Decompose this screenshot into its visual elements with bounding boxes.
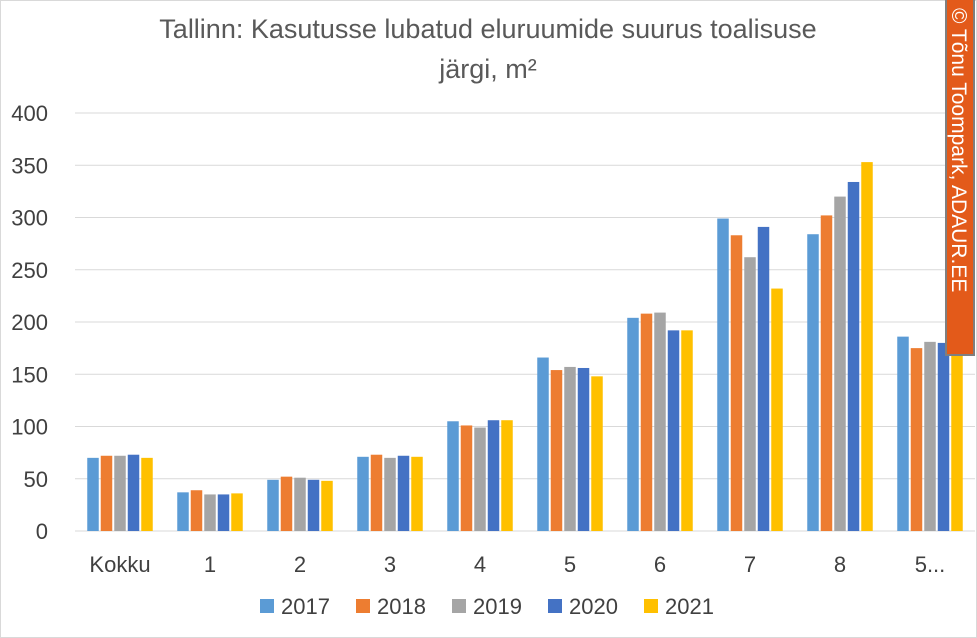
legend-label: 2018 bbox=[377, 594, 426, 619]
y-tick-label: 300 bbox=[11, 206, 48, 231]
bar-2017-8 bbox=[807, 234, 819, 531]
bar-2018-5... bbox=[910, 348, 923, 531]
legend-swatch bbox=[452, 599, 466, 613]
bar-2021-4 bbox=[501, 420, 513, 531]
x-tick-label: 6 bbox=[654, 552, 666, 577]
x-axis-tick-labels: Kokku 1 2 3 4 5 6 7 8 5... bbox=[89, 552, 945, 577]
x-tick-label: 1 bbox=[204, 552, 216, 577]
bar-2020-Kokku bbox=[127, 454, 140, 531]
bar-2018-5 bbox=[550, 370, 563, 531]
bar-2017-Kokku bbox=[87, 457, 99, 531]
legend-swatch bbox=[356, 599, 370, 613]
watermark-background bbox=[947, 0, 973, 354]
legend-label: 2017 bbox=[281, 594, 330, 619]
bar-2019-8 bbox=[834, 196, 846, 531]
bar-2019-Kokku bbox=[114, 455, 126, 531]
bar-2018-8 bbox=[820, 215, 833, 531]
x-tick-label: 8 bbox=[834, 552, 846, 577]
x-tick-label: 5... bbox=[915, 552, 946, 577]
bar-2019-7 bbox=[744, 257, 756, 531]
x-tick-label: 3 bbox=[384, 552, 396, 577]
bar-2019-6 bbox=[654, 312, 666, 531]
y-tick-label: 150 bbox=[11, 362, 48, 387]
bar-2021-5... bbox=[951, 354, 963, 531]
y-tick-label: 50 bbox=[24, 467, 48, 492]
bar-2019-5 bbox=[564, 366, 576, 531]
bar-2018-1 bbox=[190, 490, 203, 531]
bars bbox=[87, 162, 963, 532]
bar-2020-6 bbox=[667, 330, 680, 531]
bar-2017-3 bbox=[357, 456, 369, 531]
y-tick-label: 350 bbox=[11, 153, 48, 178]
bar-2018-Kokku bbox=[100, 455, 113, 531]
bar-2019-4 bbox=[474, 427, 486, 531]
bar-2020-5 bbox=[577, 367, 590, 531]
bar-2017-1 bbox=[177, 492, 189, 531]
bar-2021-2 bbox=[321, 480, 333, 531]
legend-swatch bbox=[548, 599, 562, 613]
bar-2021-8 bbox=[861, 162, 873, 532]
bar-2018-4 bbox=[460, 425, 473, 531]
y-tick-label: 250 bbox=[11, 258, 48, 283]
bar-2020-3 bbox=[397, 455, 410, 531]
bar-2019-2 bbox=[294, 477, 306, 531]
bar-2017-5 bbox=[537, 357, 549, 531]
legend-label: 2019 bbox=[473, 594, 522, 619]
y-axis-tick-labels: 0 50 100 150 200 250 300 350 400 bbox=[11, 101, 48, 544]
legend-label: 2020 bbox=[569, 594, 618, 619]
legend-swatch bbox=[260, 599, 274, 613]
chart-title-line-2: järgi, m² bbox=[438, 54, 537, 84]
x-tick-label: 2 bbox=[294, 552, 306, 577]
bar-2020-5... bbox=[937, 342, 950, 531]
bar-2018-3 bbox=[370, 454, 383, 531]
bar-2017-4 bbox=[447, 421, 459, 531]
bar-2021-7 bbox=[771, 288, 783, 531]
legend-label: 2021 bbox=[665, 594, 714, 619]
y-tick-label: 400 bbox=[11, 101, 48, 126]
bar-2017-6 bbox=[627, 317, 639, 531]
chart-title-line-1: Tallinn: Kasutusse lubatud eluruumide su… bbox=[159, 14, 816, 44]
x-tick-label: Kokku bbox=[89, 552, 150, 577]
bar-2020-8 bbox=[847, 181, 860, 531]
bar-2017-7 bbox=[717, 218, 729, 532]
bar-2017-5... bbox=[897, 336, 909, 531]
legend-swatch bbox=[644, 599, 658, 613]
bar-2020-7 bbox=[757, 226, 770, 531]
bar-2020-1 bbox=[217, 494, 230, 531]
bar-2020-2 bbox=[307, 479, 320, 531]
bar-2018-2 bbox=[280, 476, 293, 531]
bar-2021-5 bbox=[591, 376, 603, 531]
x-tick-label: 7 bbox=[744, 552, 756, 577]
bar-2020-4 bbox=[487, 420, 500, 531]
watermark: © Tõnu Toompark, ADAUR.EE bbox=[945, 0, 975, 356]
bar-2021-Kokku bbox=[141, 457, 153, 531]
bar-2021-1 bbox=[231, 493, 243, 531]
bar-2018-6 bbox=[640, 313, 653, 531]
bar-2021-3 bbox=[411, 456, 423, 531]
legend: 2017 2018 2019 2020 2021 bbox=[260, 594, 714, 619]
bar-2019-5... bbox=[924, 341, 936, 531]
bar-2019-3 bbox=[384, 457, 396, 531]
bar-2018-7 bbox=[730, 235, 743, 531]
y-tick-label: 200 bbox=[11, 310, 48, 335]
bar-2021-6 bbox=[681, 330, 693, 531]
watermark-text: © Tõnu Toompark, ADAUR.EE bbox=[947, 8, 970, 292]
y-tick-label: 0 bbox=[36, 519, 48, 544]
y-tick-label: 100 bbox=[11, 415, 48, 440]
x-tick-label: 4 bbox=[474, 552, 486, 577]
bar-2017-2 bbox=[267, 479, 279, 531]
x-tick-label: 5 bbox=[564, 552, 576, 577]
bar-2019-1 bbox=[204, 494, 216, 531]
